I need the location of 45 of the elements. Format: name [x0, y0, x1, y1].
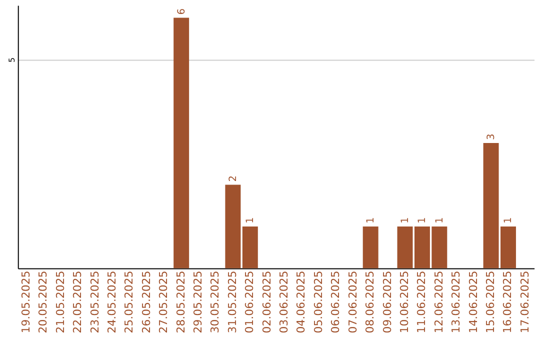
bar: [362, 226, 378, 268]
data-label: 3: [486, 134, 498, 140]
x-tick-label: 15.06.2025: [484, 270, 498, 334]
data-label: 1: [400, 217, 411, 224]
data-label: 2: [228, 175, 239, 182]
bar: [174, 18, 190, 268]
bar: [397, 226, 413, 268]
data-label: 1: [417, 217, 428, 224]
x-tick-label: 07.06.2025: [346, 270, 360, 334]
x-tick-label: 30.05.2025: [208, 270, 222, 334]
x-tick-label: 06.06.2025: [329, 270, 342, 334]
x-tick-label: 09.06.2025: [380, 270, 394, 334]
x-tick-label: 23.05.2025: [88, 270, 102, 334]
data-label: 1: [245, 217, 256, 224]
x-tick-label: 12.06.2025: [432, 270, 446, 334]
x-tick-label: 29.05.2025: [192, 270, 205, 334]
x-tick-label: 22.05.2025: [71, 270, 84, 334]
x-tick-label: 13.06.2025: [450, 270, 463, 334]
x-tick-label: 31.05.2025: [226, 270, 239, 334]
x-tick-label: 14.06.2025: [466, 270, 480, 334]
bar: [225, 184, 241, 268]
x-tick-label: 08.06.2025: [364, 270, 377, 334]
x-tick-label: 20.05.2025: [36, 270, 50, 334]
x-tick-label: 01.06.2025: [243, 270, 256, 334]
x-tick-label: 28.05.2025: [174, 270, 188, 334]
data-label: 1: [434, 217, 446, 224]
y-tick-label: 5: [7, 57, 16, 63]
x-tick-label: 10.06.2025: [398, 270, 411, 334]
x-tick-label: 16.06.2025: [501, 270, 514, 334]
x-tick-label: 19.05.2025: [19, 270, 32, 334]
x-tick-label: 02.06.2025: [260, 270, 274, 334]
bar: [242, 226, 258, 268]
x-tick-label: 25.05.2025: [122, 270, 136, 334]
x-tick-label: 03.06.2025: [278, 270, 291, 334]
x-tick-label: 21.05.2025: [54, 270, 67, 334]
x-tick-label: 27.05.2025: [157, 270, 170, 334]
x-tick-label: 26.05.2025: [140, 270, 153, 334]
x-tick-label: 04.06.2025: [294, 270, 308, 334]
data-label: 6: [176, 8, 188, 15]
data-label: 1: [503, 217, 514, 224]
data-label: 1: [366, 217, 377, 224]
x-tick-label: 11.06.2025: [415, 270, 428, 334]
x-tick-label: 24.05.2025: [105, 270, 118, 334]
x-tick-label: 17.06.2025: [518, 270, 532, 334]
x-tick-label: 05.06.2025: [312, 270, 325, 334]
